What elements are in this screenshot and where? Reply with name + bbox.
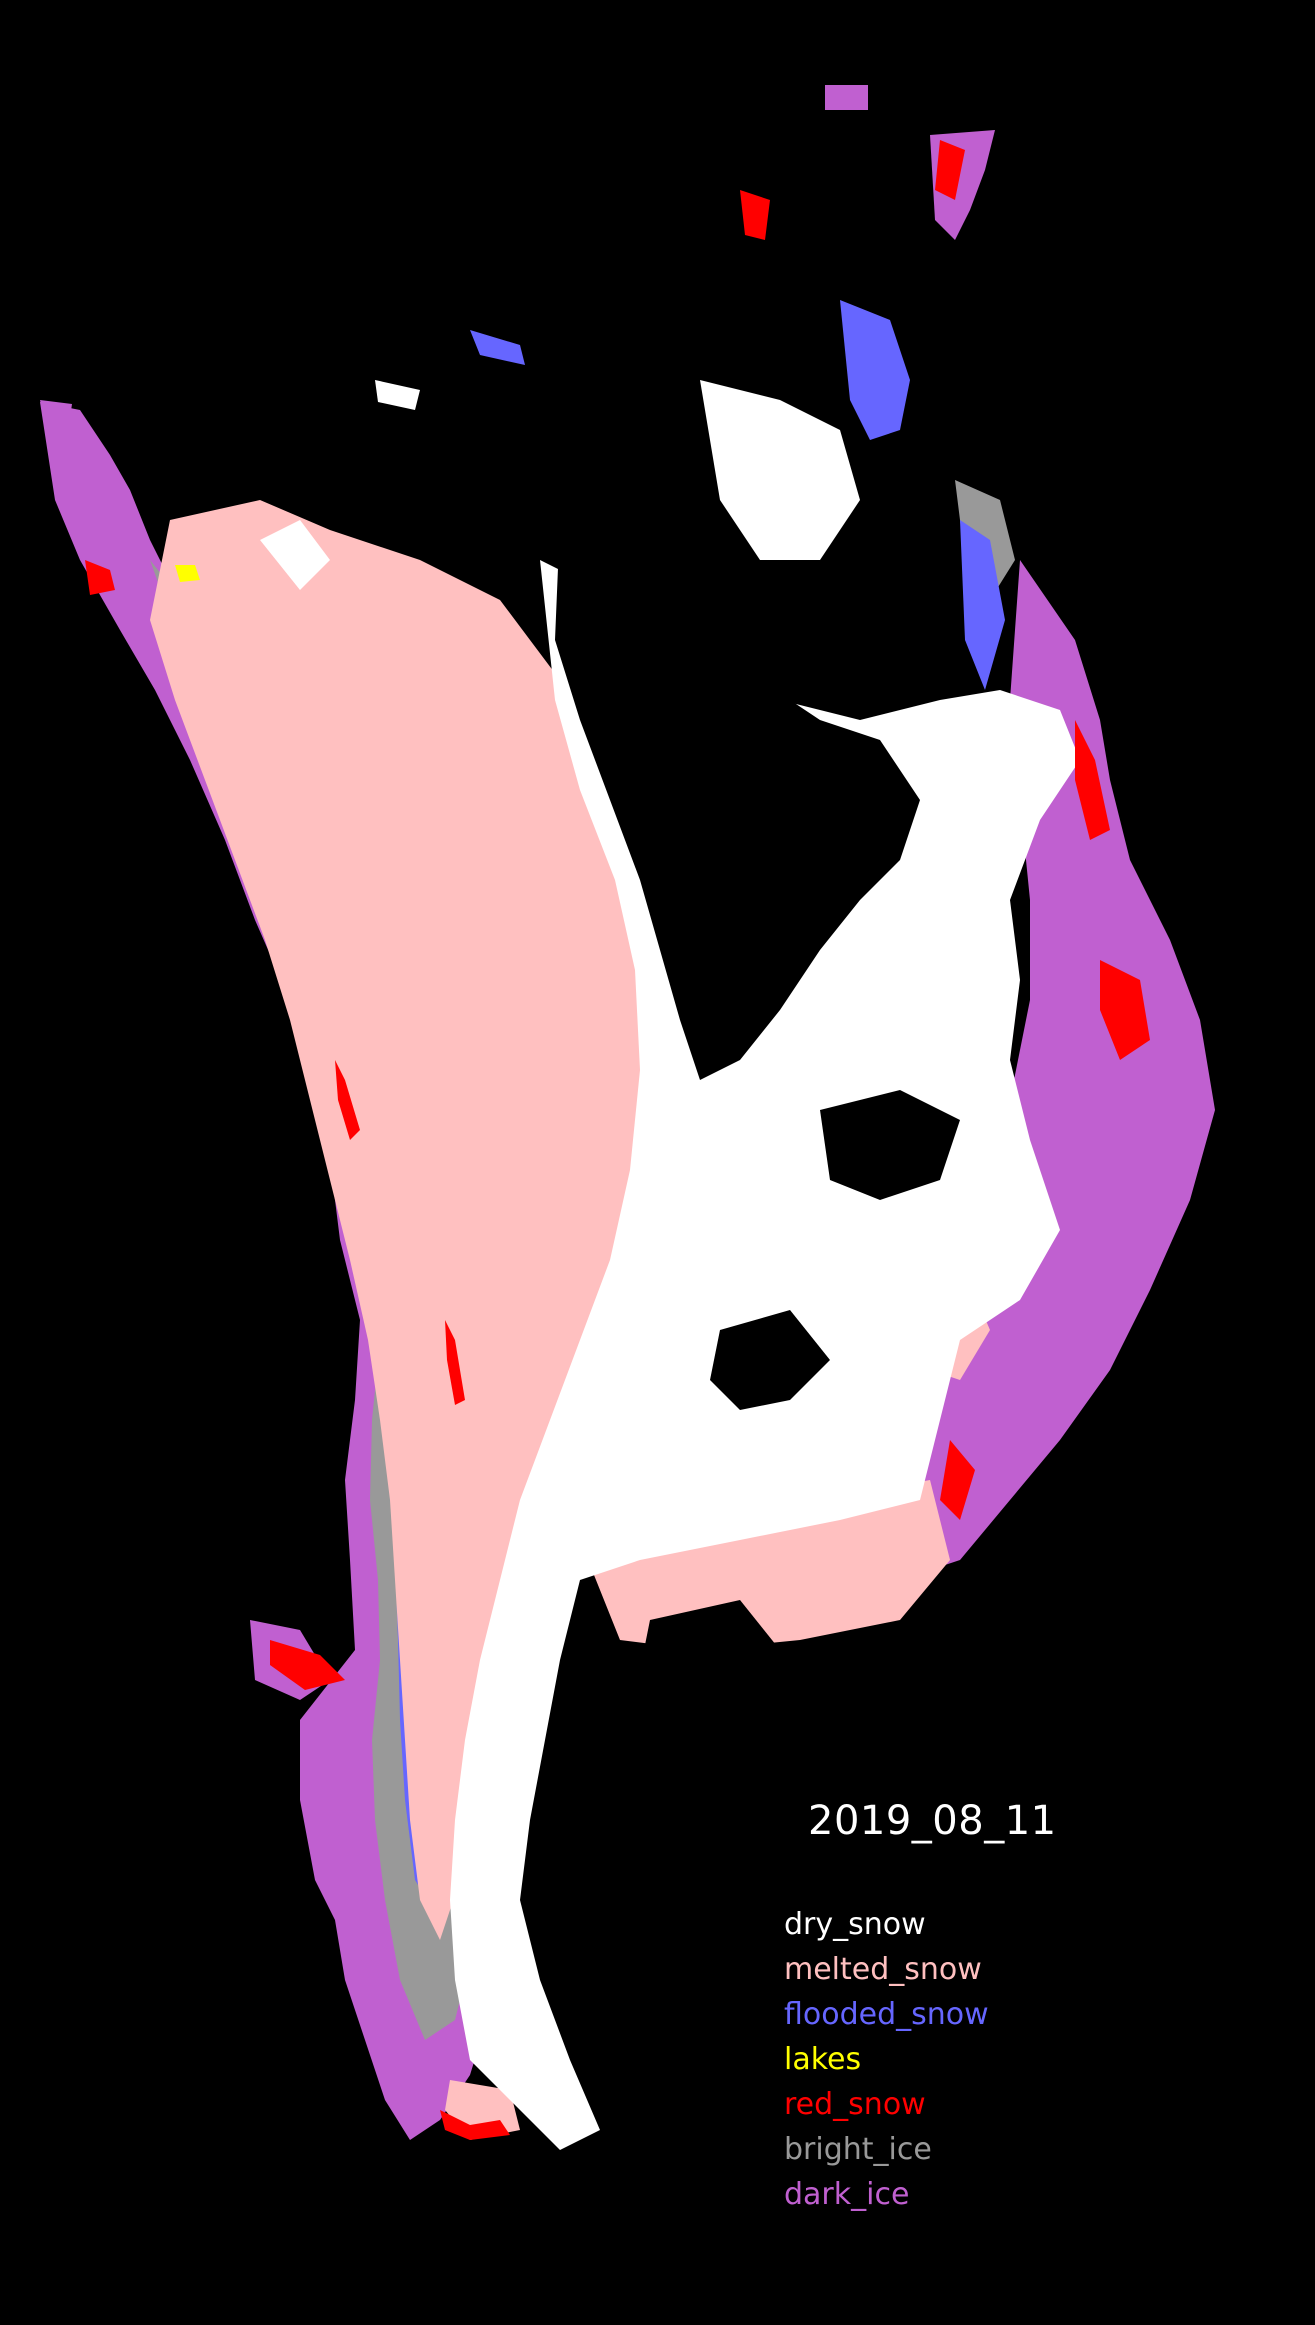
flooded-snow-region — [840, 300, 910, 440]
lakes-region — [175, 565, 200, 582]
dry-snow-region — [260, 520, 330, 590]
melted-snow-region — [150, 500, 670, 1940]
red-snow-region — [1100, 960, 1150, 1060]
flooded-snow-region — [470, 330, 525, 365]
red-snow-region — [335, 1060, 360, 1140]
red-snow-region — [440, 2110, 510, 2140]
legend-item-dark-ice: dark_ice — [784, 2177, 910, 2212]
legend-item-dry-snow: dry_snow — [784, 1907, 926, 1942]
no-data-region — [710, 1310, 830, 1410]
melted-snow-region — [580, 1480, 950, 1650]
legend-item-bright-ice: bright_ice — [784, 2132, 932, 2167]
red-snow-region — [85, 560, 115, 595]
legend-item-melted-snow: melted_snow — [784, 1952, 982, 1987]
red-snow-region — [940, 1440, 975, 1520]
dry-snow-region — [700, 380, 860, 560]
red-snow-region — [935, 140, 965, 200]
red-snow-region — [270, 1640, 345, 1690]
dark-ice-region — [40, 400, 72, 418]
no-data-region — [555, 520, 920, 1080]
dark-ice-region — [825, 85, 868, 110]
date-label: 2019_08_11 — [808, 1798, 1057, 1844]
red-snow-region — [1075, 720, 1110, 840]
dark-ice-region — [860, 560, 1215, 1580]
red-snow-region — [740, 190, 770, 240]
no-data-region — [820, 1090, 960, 1200]
legend-item-lakes: lakes — [784, 2042, 862, 2077]
no-data-region — [640, 1600, 780, 1700]
red-snow-region — [445, 1320, 465, 1405]
legend-item-red-snow: red_snow — [784, 2087, 926, 2122]
bright-ice-region — [150, 560, 470, 2040]
map-legend: dry_snow melted_snow flooded_snow lakes … — [784, 1902, 989, 2217]
legend-item-flooded-snow: flooded_snow — [784, 1997, 989, 2032]
dry-snow-region — [375, 380, 420, 410]
flooded-snow-region — [960, 520, 1005, 690]
